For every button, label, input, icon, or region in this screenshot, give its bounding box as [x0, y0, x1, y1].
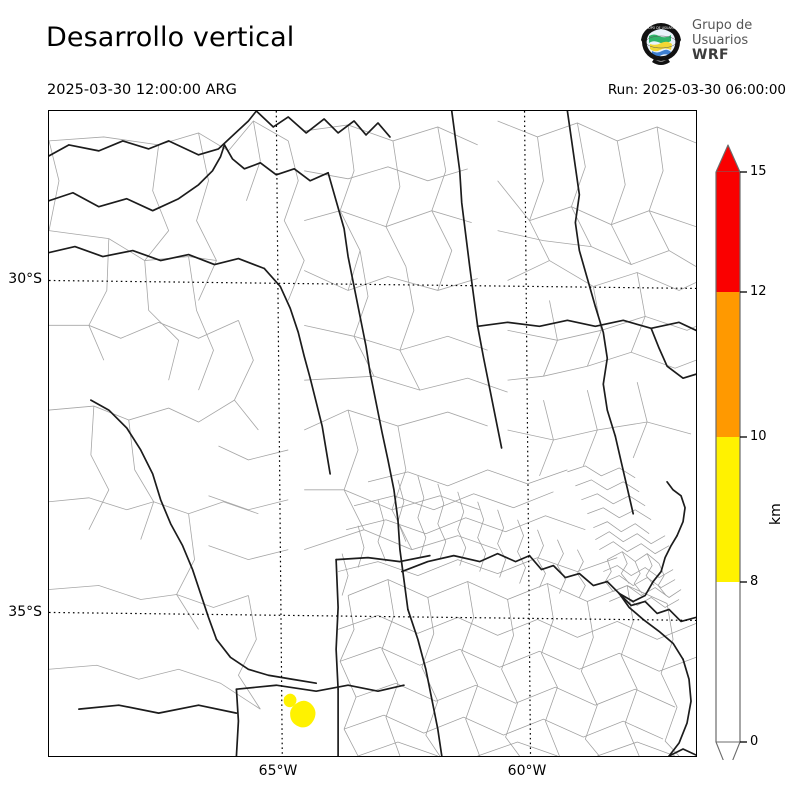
colorbar-unit-label: km	[768, 503, 784, 525]
page-title: Desarrollo vertical	[46, 22, 295, 53]
colorbar-tick-12: 12	[750, 284, 767, 299]
colorbar-tick-8: 8	[750, 574, 759, 589]
colorbar-band-10-12	[716, 292, 740, 437]
run-time-label: Run: 2025-03-30 06:00:00	[607, 82, 786, 98]
graticule-lon-60w	[523, 111, 532, 756]
colorbar-band-0-8	[716, 582, 740, 742]
colorbar-arrow-top	[715, 144, 741, 173]
wrf-user-group-logo: GRUPO DE USUARIOS Grupo de Usuarios WRF	[637, 18, 797, 70]
lat-label-30s: 30°S	[8, 271, 42, 287]
svg-text:GRUPO DE USUARIOS: GRUPO DE USUARIOS	[644, 26, 679, 30]
department-boundaries-layer	[49, 120, 696, 756]
colorbar: 15 12 10 8 0 km	[706, 110, 798, 760]
graticule-lon-65w	[275, 111, 283, 756]
graticule-lat-35s	[49, 611, 696, 622]
colorbar-band-8-10	[716, 437, 740, 582]
colorbar-gradient	[715, 144, 747, 760]
logo-text: Grupo de Usuarios WRF	[692, 18, 752, 63]
lon-label-65w: 65°W	[258, 763, 298, 779]
map-vector-layers	[49, 111, 696, 756]
logo-line-2: Usuarios	[692, 33, 749, 48]
lon-label-60w: 60°W	[507, 763, 547, 779]
colorbar-arrow-bottom	[715, 741, 741, 760]
lat-label-35s: 35°S	[8, 604, 42, 620]
cell-a	[283, 693, 297, 708]
colorbar-tick-15: 15	[750, 164, 767, 179]
logo-line-1: Grupo de	[692, 18, 753, 33]
colorbar-tick-0: 0	[750, 734, 759, 749]
globe-emblem-icon: GRUPO DE USUARIOS	[641, 23, 681, 65]
map-canvas[interactable]	[48, 110, 697, 757]
colorbar-band-12-15	[716, 172, 740, 292]
colorbar-tick-10: 10	[750, 429, 767, 444]
province-boundaries-layer	[49, 111, 696, 756]
logo-line-3: WRF	[692, 47, 729, 63]
valid-time-label: 2025-03-30 12:00:00 ARG	[47, 82, 237, 98]
colorbar-ticks	[740, 171, 747, 743]
graticule-layer	[49, 111, 696, 756]
data-field-layer	[283, 693, 316, 728]
cell-b	[290, 700, 316, 728]
